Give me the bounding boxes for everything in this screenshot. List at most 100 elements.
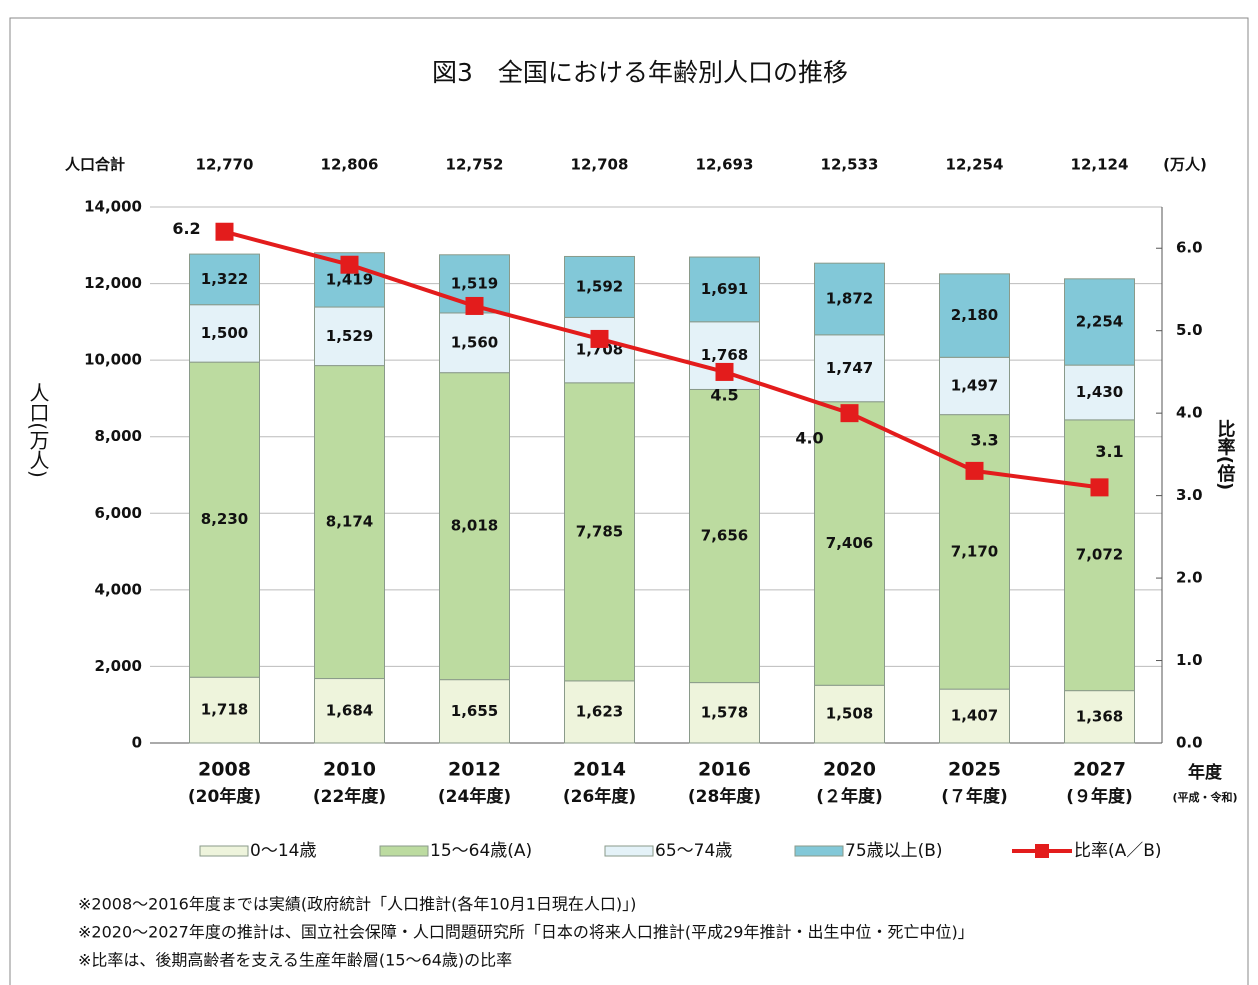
- y2-tick-label: 1.0: [1176, 651, 1203, 669]
- bar-value-label: 1,368: [1076, 707, 1123, 725]
- bar-value-label: 1,718: [201, 701, 248, 719]
- bar-value-label: 1,419: [326, 270, 373, 288]
- x-tick-label: 2014: [573, 759, 626, 781]
- bar-value-label: 1,747: [826, 359, 873, 377]
- total-label: 12,806: [321, 156, 379, 174]
- bar-segment: [814, 262, 885, 336]
- ratio-marker: [840, 404, 859, 423]
- x-tick-label: 2020: [823, 759, 876, 781]
- total-label: 12,708: [571, 156, 629, 174]
- bar-value-label: 1,497: [951, 376, 998, 394]
- total-label: 12,124: [1071, 156, 1129, 174]
- legend-label: 75歳以上(B): [845, 841, 943, 861]
- bar-value-label: 1,872: [826, 290, 873, 308]
- bar-value-label: 8,018: [451, 517, 498, 535]
- bar-segment: [439, 372, 510, 681]
- frame: [9, 17, 1249, 985]
- bar-segment: [1064, 278, 1135, 366]
- totals-unit: (万人): [1163, 156, 1207, 174]
- bar-value-label: 1,578: [701, 703, 748, 721]
- bar-segment: [564, 680, 635, 744]
- bar-value-label: 7,170: [951, 542, 998, 560]
- legend-label: 比率(A／B): [1074, 841, 1162, 861]
- bar-value-label: 7,406: [826, 534, 873, 552]
- bar-value-label: 1,529: [326, 327, 373, 345]
- y-tick-label: 8,000: [95, 427, 142, 445]
- bar-value-label: 1,407: [951, 707, 998, 725]
- x-tick-label: 2010: [323, 759, 376, 781]
- bar-value-label: 1,768: [701, 346, 748, 364]
- legend-label: 0～14歳: [250, 841, 316, 861]
- x-tick-sublabel: (22年度): [313, 786, 386, 807]
- total-label: 12,693: [696, 156, 754, 174]
- y2-tick-label: 0.0: [1176, 734, 1203, 752]
- x-tick-sublabel: (24年度): [438, 786, 511, 807]
- ratio-line: [223, 229, 1100, 490]
- bar-value-label: 1,519: [451, 274, 498, 292]
- bar-value-label: 1,623: [576, 702, 623, 720]
- bar-value-label: 1,684: [326, 701, 373, 719]
- bar-value-label: 2,254: [1076, 312, 1123, 330]
- x-axis-sublabel: (平成・令和): [1172, 790, 1237, 804]
- note: ※2008～2016年度までは実績(政府統計「人口推計(各年10月1日現在人口)…: [78, 895, 636, 914]
- bar-value-label: 1,592: [576, 277, 623, 295]
- bar-segment: [1064, 690, 1135, 744]
- bar-segment: [689, 682, 760, 744]
- total-label: 12,770: [196, 156, 254, 174]
- y2-tick-label: 3.0: [1176, 486, 1203, 504]
- bar-segment: [814, 334, 885, 403]
- total-label: 12,533: [821, 156, 879, 174]
- ratio-marker: [465, 296, 484, 315]
- bar-value-label: 1,560: [451, 333, 498, 351]
- bar-segment: [689, 256, 760, 323]
- y-tick-label: 12,000: [84, 274, 142, 292]
- ratio-value-label: 4.0: [795, 429, 823, 448]
- ratio-marker: [215, 222, 234, 241]
- bar-segment: [1064, 419, 1135, 692]
- x-axis-label: 年度: [1188, 762, 1223, 783]
- y-axis-label: 人口(万人): [26, 382, 50, 478]
- bar-value-label: 7,785: [576, 522, 623, 540]
- x-tick-sublabel: (20年度): [188, 786, 261, 807]
- bar-segment: [564, 255, 635, 318]
- y-tick-label: 10,000: [84, 351, 142, 369]
- y-tick-label: 14,000: [84, 198, 142, 216]
- legend-swatch: [794, 845, 844, 857]
- x-tick-sublabel: (９年度): [1066, 786, 1133, 807]
- bar-segment: [689, 388, 760, 684]
- bar-value-label: 1,655: [451, 702, 498, 720]
- legend-label: 65～74歳: [655, 841, 732, 861]
- x-tick-label: 2012: [448, 759, 501, 781]
- x-tick-label: 2027: [1073, 759, 1126, 781]
- total-label: 12,254: [946, 156, 1004, 174]
- bar-segment: [314, 678, 385, 744]
- legend-swatch: [1035, 844, 1049, 858]
- bar-segment: [814, 401, 885, 686]
- ratio-marker: [1090, 478, 1109, 497]
- y2-tick-label: 6.0: [1176, 239, 1203, 257]
- legend-label: 15～64歳(A): [430, 841, 532, 861]
- bar-segment: [439, 312, 510, 374]
- ratio-value-label: 3.3: [970, 430, 998, 449]
- bar-segment: [814, 684, 885, 744]
- ratio-marker: [965, 461, 984, 480]
- y2-tick-label: 4.0: [1176, 404, 1203, 422]
- y-tick-label: 0: [132, 734, 142, 752]
- bar-segment: [314, 365, 385, 680]
- x-tick-label: 2008: [198, 759, 251, 781]
- x-tick-sublabel: (28年度): [688, 786, 761, 807]
- y-tick-label: 4,000: [95, 580, 142, 598]
- y-tick-label: 6,000: [95, 504, 142, 522]
- chart-title: 図3 全国における年齢別人口の推移: [432, 58, 848, 87]
- bar-segment: [564, 382, 635, 682]
- bar-segment: [189, 253, 260, 306]
- total-label: 人口合計: [65, 156, 125, 174]
- ratio-marker: [340, 255, 359, 274]
- bar-value-label: 8,174: [326, 513, 373, 531]
- bar-value-label: 8,230: [201, 510, 248, 528]
- y2-axis-label: 比率(倍): [1215, 420, 1236, 491]
- bar-value-label: 1,508: [826, 705, 873, 723]
- note: ※比率は、後期高齢者を支える生産年齢層(15～64歳)の比率: [78, 951, 512, 970]
- total-label: 12,752: [446, 156, 504, 174]
